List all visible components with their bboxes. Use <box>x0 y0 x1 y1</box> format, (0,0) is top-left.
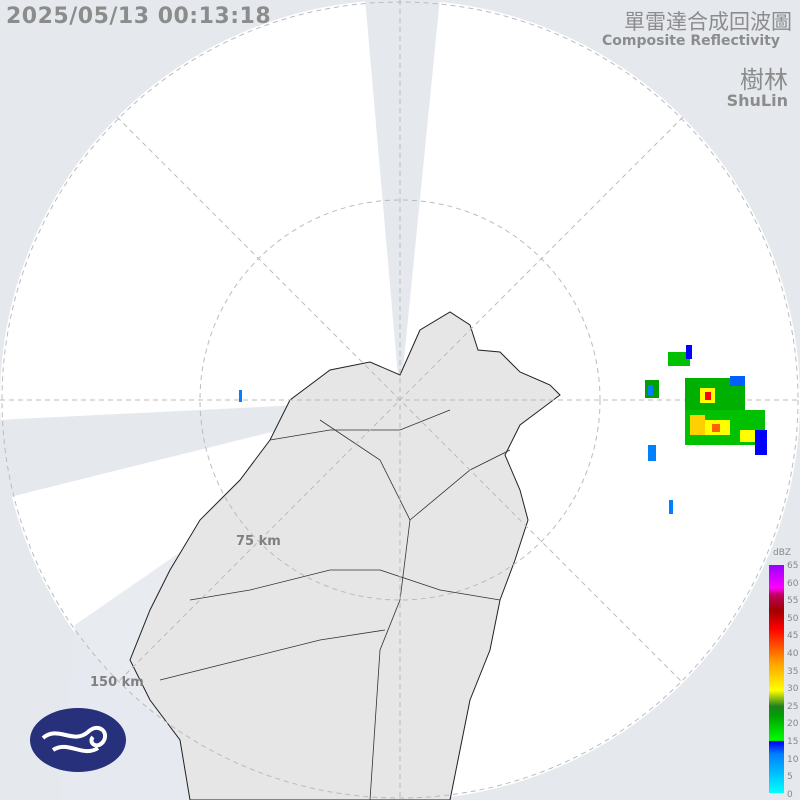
legend-tick: 40 <box>787 649 799 659</box>
taiwan-land <box>129 311 561 800</box>
legend-tick: 35 <box>787 666 799 677</box>
legend-tick: 45 <box>787 631 799 642</box>
legend-tick: 55 <box>787 596 799 607</box>
site-name-chinese: 樹林 <box>740 66 788 94</box>
range-label-150: 150 km <box>90 675 144 690</box>
legend-tick: 5 <box>787 772 793 783</box>
legend-tick: 0 <box>787 789 793 800</box>
title-english: Composite Reflectivity <box>602 33 780 49</box>
legend-tick: 60 <box>787 578 799 589</box>
legend-tick: 20 <box>787 719 799 730</box>
legend-tick: 15 <box>787 737 799 747</box>
timestamp: 2025/05/13 00:13:18 <box>6 4 272 29</box>
legend-tick: 30 <box>787 684 799 695</box>
legend-tick: 10 <box>787 754 799 765</box>
range-label-75: 75 km <box>236 534 281 549</box>
legend-unit: dBZ <box>773 548 792 558</box>
title-chinese: 單雷達合成回波圖 <box>624 10 792 34</box>
color-scale-bar <box>769 565 784 793</box>
legend-tick: 25 <box>787 701 799 712</box>
legend-tick: 65 <box>787 561 799 571</box>
legend-tick: 50 <box>787 613 799 624</box>
site-name-english: ShuLin <box>726 91 788 110</box>
radar-echoes <box>239 345 767 514</box>
cwa-logo-icon <box>30 708 126 772</box>
